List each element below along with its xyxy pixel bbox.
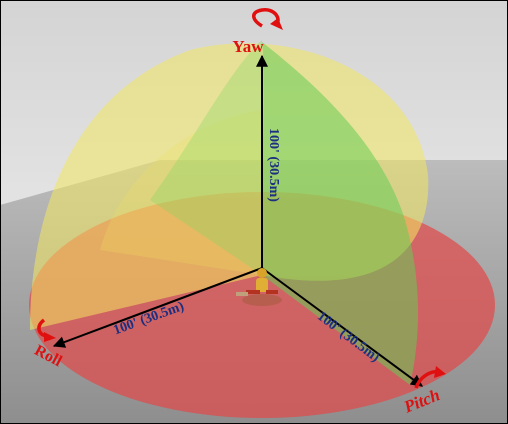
pitch-yaw-coverage-lobe	[262, 42, 419, 385]
yaw-distance-label: 100' (30.5m)	[266, 128, 281, 202]
yaw-coverage-lobe-left	[150, 40, 262, 275]
pitch-axis-line	[261, 267, 423, 387]
pitch-rotation-arrow	[414, 366, 446, 389]
roll-rotation-arrow	[37, 318, 56, 342]
roll-yaw-lobe-shade	[100, 110, 262, 275]
yaw-rotation-arrow	[252, 8, 283, 30]
roll-axis-line	[52, 267, 263, 348]
yaw-label: Yaw	[232, 37, 264, 56]
drone-operator-figure-icon	[236, 268, 282, 306]
